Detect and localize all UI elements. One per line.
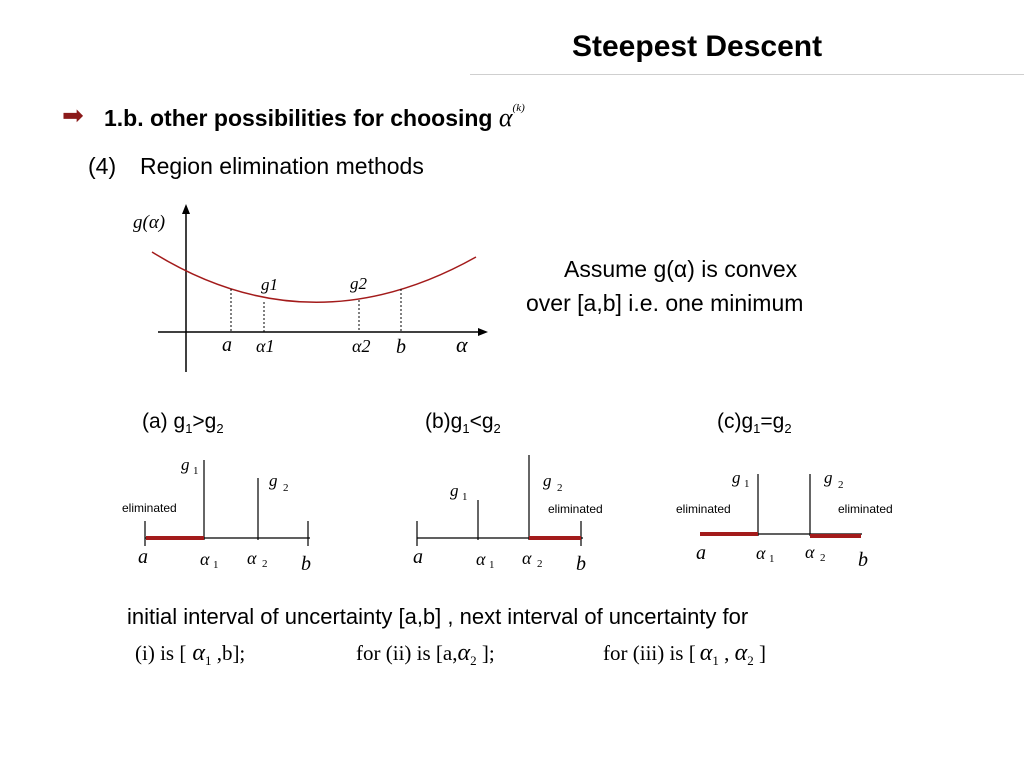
- svg-text:1: 1: [193, 465, 199, 477]
- svg-text:1: 1: [213, 559, 219, 571]
- svg-text:g: g: [824, 468, 833, 487]
- svg-text:α: α: [805, 542, 815, 562]
- title-divider: [470, 74, 1024, 75]
- arrow-right-icon: ➡: [62, 100, 84, 130]
- alpha-superscript: (k): [512, 102, 525, 115]
- conclusion-case-iii: for (iii) is [α1 , α2 ]: [603, 640, 766, 669]
- svg-text:b: b: [301, 553, 311, 575]
- case-b-label: (b)g1<g2: [425, 410, 501, 437]
- case-c-label: (c)g1=g2: [717, 410, 792, 437]
- svg-text:g: g: [732, 468, 741, 487]
- svg-text:g: g: [543, 471, 552, 490]
- y-axis-label: g(α): [133, 212, 165, 233]
- value-g2: g2: [350, 274, 368, 293]
- svg-text:g: g: [181, 455, 190, 474]
- point-a: a: [222, 334, 232, 356]
- svg-text:a: a: [413, 546, 423, 568]
- eliminated-label-a: eliminated: [122, 501, 177, 515]
- svg-text:α: α: [200, 549, 210, 569]
- svg-text:2: 2: [838, 479, 844, 491]
- svg-text:b: b: [576, 553, 586, 575]
- svg-text:2: 2: [557, 482, 563, 494]
- conclusion-line-1: initial interval of uncertainty [a,b] , …: [127, 604, 749, 629]
- svg-text:2: 2: [537, 558, 543, 570]
- svg-text:1: 1: [744, 478, 750, 490]
- slide-title: Steepest Descent: [572, 30, 823, 63]
- conclusion-case-i: (i) is [α1 ,b];: [135, 640, 246, 669]
- subsection-title: Region elimination methods: [140, 153, 424, 179]
- svg-text:2: 2: [820, 552, 826, 564]
- svg-text:1: 1: [462, 491, 468, 503]
- svg-text:2: 2: [283, 482, 289, 494]
- svg-text:1: 1: [489, 559, 495, 571]
- subsection-number: (4): [88, 153, 117, 179]
- svg-text:a: a: [138, 546, 148, 568]
- section-heading-text: 1.b. other possibilities for choosing: [104, 105, 493, 131]
- section-heading: 1.b. other possibilities for choosing α(…: [104, 102, 525, 133]
- svg-text:α: α: [247, 548, 257, 568]
- svg-text:α: α: [476, 549, 486, 569]
- point-alpha1: α1: [256, 336, 274, 356]
- eliminated-label-b: eliminated: [548, 502, 603, 516]
- svg-text:a: a: [696, 542, 706, 564]
- assumption-line-2: over [a,b] i.e. one minimum: [526, 290, 804, 316]
- svg-text:g: g: [450, 481, 459, 500]
- alpha-symbol: α: [498, 103, 513, 132]
- svg-text:α: α: [522, 548, 532, 568]
- svg-text:g: g: [269, 471, 278, 490]
- svg-text:1: 1: [769, 553, 775, 565]
- eliminated-label-c1: eliminated: [676, 502, 731, 516]
- svg-text:α: α: [756, 543, 766, 563]
- eliminated-label-c2: eliminated: [838, 502, 893, 516]
- svg-text:b: b: [858, 549, 868, 571]
- x-axis-label: α: [456, 332, 468, 357]
- point-alpha2: α2: [352, 336, 370, 356]
- value-g1: g1: [261, 275, 278, 294]
- assumption-line-1: Assume g(α) is convex: [564, 256, 798, 282]
- conclusion-case-ii: for (ii) is [a,α2 ];: [356, 640, 495, 669]
- svg-text:2: 2: [262, 558, 268, 570]
- case-a-label: (a) g1>g2: [142, 410, 224, 437]
- point-b: b: [396, 336, 406, 358]
